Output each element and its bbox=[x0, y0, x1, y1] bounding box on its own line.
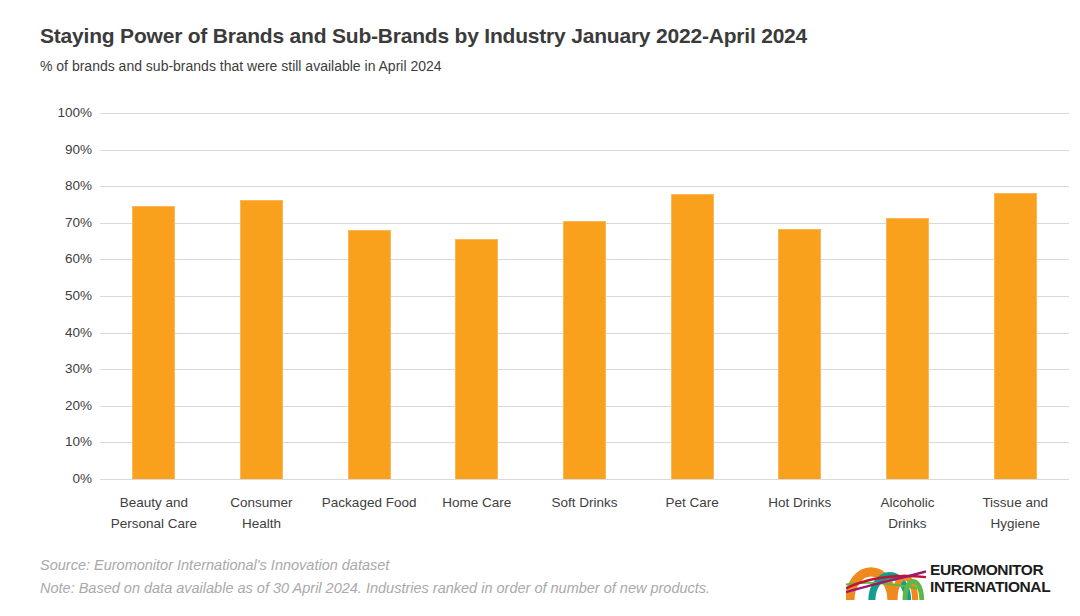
x-axis-category-label: Consumer Health bbox=[208, 492, 316, 534]
bar bbox=[240, 200, 283, 479]
x-axis-category-label: Beauty and Personal Care bbox=[100, 492, 208, 534]
footer: Source: Euromonitor International's Inno… bbox=[40, 554, 710, 600]
y-axis-tick-label: 0% bbox=[28, 470, 92, 488]
x-axis-category-label: Packaged Food bbox=[315, 492, 423, 513]
gridline bbox=[100, 479, 1069, 480]
bar bbox=[563, 221, 606, 479]
source-note: Source: Euromonitor International's Inno… bbox=[40, 554, 710, 577]
bar bbox=[455, 239, 498, 479]
y-axis-tick-label: 10% bbox=[28, 433, 92, 451]
chart-subtitle: % of brands and sub-brands that were sti… bbox=[40, 58, 1040, 74]
bar bbox=[348, 230, 391, 479]
y-axis-tick-label: 90% bbox=[28, 141, 92, 159]
logo-line-2: INTERNATIONAL bbox=[930, 578, 1050, 595]
bar bbox=[671, 194, 714, 479]
methodology-note: Note: Based on data available as of 30 A… bbox=[40, 577, 710, 600]
y-axis-tick-label: 70% bbox=[28, 214, 92, 232]
x-axis-category-label: Hot Drinks bbox=[746, 492, 854, 513]
x-axis: Beauty and Personal CareConsumer HealthP… bbox=[100, 492, 1069, 542]
bar bbox=[778, 229, 821, 479]
y-axis-tick-label: 60% bbox=[28, 250, 92, 268]
bar bbox=[994, 193, 1037, 479]
report-page: Staying Power of Brands and Sub-Brands b… bbox=[0, 0, 1080, 616]
plot-area bbox=[100, 113, 1069, 479]
bar bbox=[132, 206, 175, 479]
euromonitor-wordmark: EUROMONITOR INTERNATIONAL bbox=[930, 561, 1050, 595]
x-axis-category-label: Soft Drinks bbox=[531, 492, 639, 513]
gridline bbox=[100, 150, 1069, 151]
euromonitor-arcs-icon bbox=[846, 553, 926, 603]
chart-title: Staying Power of Brands and Sub-Brands b… bbox=[40, 24, 1040, 48]
y-axis-tick-label: 20% bbox=[28, 397, 92, 415]
x-axis-category-label: Pet Care bbox=[638, 492, 746, 513]
x-axis-category-label: Tissue and Hygiene bbox=[961, 492, 1069, 534]
gridline bbox=[100, 113, 1069, 114]
x-axis-category-label: Home Care bbox=[423, 492, 531, 513]
y-axis-tick-label: 50% bbox=[28, 287, 92, 305]
gridline bbox=[100, 186, 1069, 187]
y-axis-tick-label: 40% bbox=[28, 324, 92, 342]
logo-line-1: EUROMONITOR bbox=[930, 561, 1050, 578]
euromonitor-logo: EUROMONITOR INTERNATIONAL bbox=[846, 553, 1050, 603]
y-axis-tick-label: 80% bbox=[28, 177, 92, 195]
x-axis-category-label: Alcoholic Drinks bbox=[854, 492, 962, 534]
bar bbox=[886, 218, 929, 479]
y-axis-tick-label: 100% bbox=[28, 104, 92, 122]
y-axis-tick-label: 30% bbox=[28, 360, 92, 378]
